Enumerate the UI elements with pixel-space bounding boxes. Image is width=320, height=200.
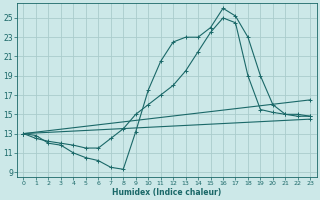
X-axis label: Humidex (Indice chaleur): Humidex (Indice chaleur) xyxy=(112,188,221,197)
